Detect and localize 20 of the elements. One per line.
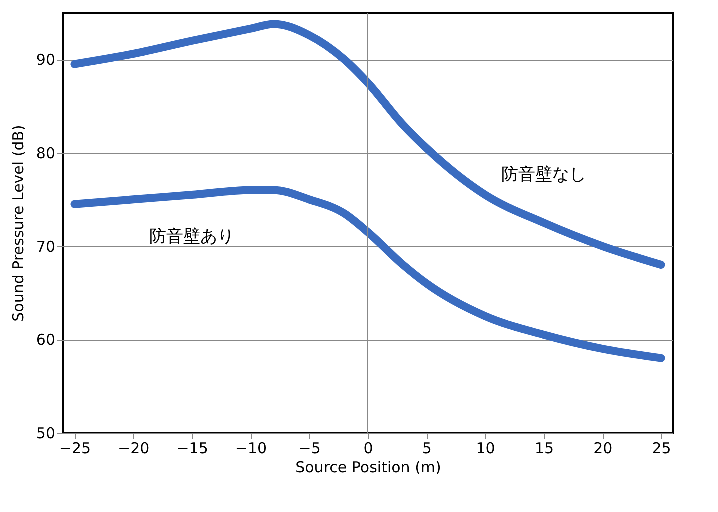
x-tick-label: −25: [59, 440, 92, 458]
x-axis-title: Source Position (m): [296, 458, 442, 476]
series-label: 防音壁なし: [501, 165, 586, 185]
y-tick-label: 50: [36, 424, 56, 442]
x-tick-label: 15: [534, 440, 554, 458]
x-tick-label: −20: [118, 440, 150, 458]
x-tick-label: 5: [422, 440, 432, 458]
y-tick-label: 60: [36, 331, 56, 350]
x-tick-label: −5: [298, 440, 321, 458]
x-tick-label: 0: [364, 440, 374, 458]
y-tick-label: 90: [36, 51, 56, 70]
series-label: 防音壁あり: [150, 227, 235, 247]
y-tick-label: 70: [36, 238, 56, 256]
x-tick-label: 10: [476, 440, 496, 458]
x-tick-label: 20: [594, 440, 613, 458]
x-tick-label: 25: [652, 440, 672, 458]
x-tick-label: −15: [176, 440, 208, 458]
y-axis-title: Sound Pressure Level (dB): [9, 125, 28, 322]
x-tick-label: −10: [235, 440, 268, 458]
y-tick-label: 80: [36, 144, 56, 162]
